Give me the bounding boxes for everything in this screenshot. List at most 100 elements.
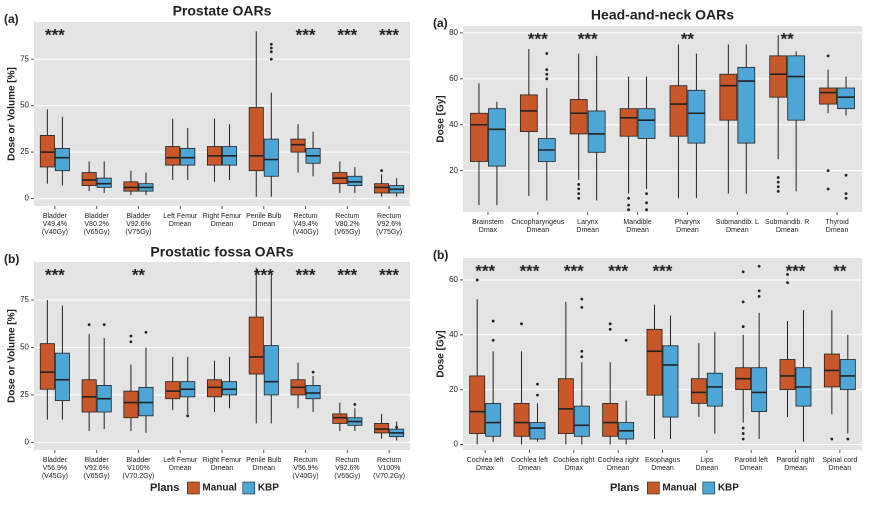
box: [165, 146, 181, 166]
y-tick-label: 60: [449, 275, 458, 284]
x-tick-label-line: V56.9%: [293, 465, 318, 472]
box: [485, 402, 502, 437]
box: [165, 381, 181, 400]
x-tick-label: Rectum V56.9% (V40Gy): [293, 457, 319, 480]
significance: ***: [564, 261, 584, 280]
x-tick-label-line: Penile Bulb: [246, 457, 282, 464]
outlier: [757, 264, 761, 268]
x-tick-label-line: Dmean: [169, 221, 192, 228]
x-tick-label: Bladder V92.6% (V65Gy): [84, 457, 110, 480]
box: [222, 381, 238, 396]
box: [347, 175, 363, 186]
x-tick-label: Cochlea right Dmean: [598, 457, 639, 472]
outlier: [520, 322, 523, 326]
outlier: [608, 327, 612, 331]
box: [519, 94, 538, 133]
x-tick-label-line: Esophagus: [645, 457, 681, 464]
box: [54, 147, 70, 172]
x-tick-label-line: Parotid left: [734, 457, 768, 464]
x-tick-label-line: V92.6%: [126, 221, 151, 228]
x-tick-label-line: Rectum: [293, 457, 317, 464]
x-tick-label-line: Dmean: [211, 221, 234, 228]
y-tick-label: 0: [25, 438, 30, 447]
significance: ***: [337, 265, 357, 284]
outlier: [844, 173, 848, 177]
legend-label: Manual: [202, 483, 237, 494]
outlier: [627, 196, 630, 200]
y-tick-label: 50: [20, 343, 29, 352]
x-tick-label-line: Larynx: [577, 219, 599, 226]
x-tick-label-line: V49.4%: [43, 221, 68, 228]
outlier: [144, 330, 148, 334]
x-tick-label: Bladder V80.2% (V65Gy): [84, 213, 110, 236]
outlier: [577, 196, 581, 200]
x-tick-label-line: Dmax: [565, 465, 584, 472]
outlier: [645, 192, 648, 196]
y-tick-label: 25: [20, 147, 29, 156]
x-tick-label: Submandib. R Dmean: [765, 219, 809, 234]
outlier: [741, 300, 745, 304]
box: [573, 405, 590, 437]
x-tick-label-line: Bladder: [43, 457, 68, 464]
x-tick-label-line: Bladder: [43, 213, 68, 220]
y-axis-label: Dose [Gy]: [436, 330, 447, 377]
x-tick-label-line: Cochlea left: [467, 457, 504, 464]
significance: **: [681, 29, 695, 48]
box: [263, 138, 279, 177]
outlier: [102, 323, 106, 327]
outlier: [580, 349, 584, 353]
x-tick-label-line: Thyroid: [825, 219, 848, 226]
outlier: [741, 432, 745, 435]
x-tick-label-line: (V65Gy): [334, 229, 360, 236]
box: [138, 386, 154, 417]
x-tick-label-line: Right Femur: [203, 457, 242, 464]
x-tick-label-line: Cochlea right: [553, 457, 594, 464]
box: [587, 110, 606, 153]
y-axis-label: Dose [Gy]: [436, 95, 447, 142]
x-tick-label-line: Rectum: [293, 213, 317, 220]
significance: ***: [379, 265, 399, 284]
y-tick-label: 20: [449, 166, 458, 175]
outlier: [186, 414, 190, 418]
outlier: [129, 340, 133, 344]
x-tick-label-line: Dmean: [829, 465, 852, 472]
x-tick-label-line: Rectum: [335, 213, 359, 220]
outlier: [491, 319, 495, 323]
x-tick-label-line: Left Femur: [163, 213, 198, 220]
outlier: [536, 382, 539, 386]
legend-title: Plans: [610, 482, 639, 494]
outlier: [577, 187, 581, 191]
x-tick-label: Bladder V92.6% (V75Gy): [125, 213, 151, 236]
x-tick-label: Submandib. L Dmean: [716, 219, 759, 234]
legend-label: KBP: [258, 483, 279, 494]
outlier: [776, 189, 780, 193]
x-tick-label: Brainstem Dmax: [472, 219, 504, 234]
x-tick-label-line: V100%: [127, 465, 150, 472]
box: [54, 352, 70, 402]
x-tick-label-line: Spinal cord: [822, 457, 857, 464]
x-tick-label-line: Dmean: [651, 465, 674, 472]
outlier: [545, 77, 549, 81]
outlier: [776, 185, 780, 189]
significance: ***: [337, 25, 357, 44]
box: [787, 55, 806, 121]
x-tick-label-line: V92.6%: [377, 221, 402, 228]
outlier: [269, 57, 273, 61]
outlier: [545, 52, 549, 55]
outlier: [269, 46, 273, 50]
x-tick-label-line: (V65Gy): [84, 473, 110, 480]
x-tick-label-line: Dmean: [696, 465, 719, 472]
y-tick-label: 50: [20, 101, 29, 110]
box: [332, 413, 348, 424]
significance: ***: [608, 261, 628, 280]
x-tick-label: Cochlea left Dmax: [467, 457, 504, 472]
legend-swatch: [242, 481, 256, 495]
box: [263, 345, 279, 396]
x-tick-label-line: Bladder: [126, 213, 151, 220]
x-tick-label-line: V80.2%: [335, 221, 360, 228]
x-tick-label: Right Femur Dmean: [203, 457, 242, 472]
significance: **: [833, 261, 847, 280]
x-tick-label-line: Submandib. L: [716, 219, 759, 226]
x-tick-label: Cricopharyngeus Dmean: [511, 219, 564, 234]
